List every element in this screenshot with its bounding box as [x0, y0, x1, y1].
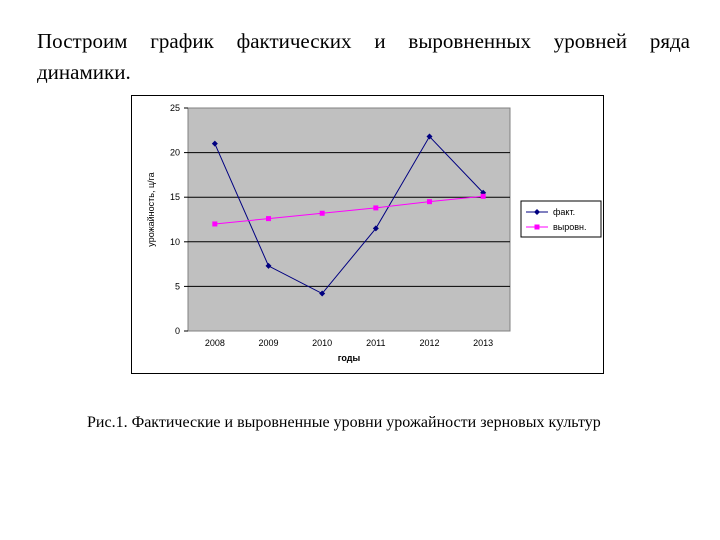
data-point: [211, 140, 218, 147]
legend-marker: [534, 224, 540, 230]
legend-marker: [534, 209, 540, 215]
data-point: [319, 290, 326, 297]
x-tick-label: 2009: [258, 338, 278, 348]
data-point: [426, 133, 433, 140]
x-tick-label: 2010: [312, 338, 332, 348]
legend-box: [520, 200, 602, 238]
y-axis-label: урожайность, ц/га: [146, 172, 156, 246]
y-tick-label: 0: [175, 326, 180, 336]
data-point: [319, 210, 325, 216]
data-point: [480, 193, 486, 199]
y-tick-label: 20: [170, 148, 180, 158]
plot-area: [187, 107, 511, 332]
x-tick-label: 2008: [205, 338, 225, 348]
x-axis-label: годы: [338, 353, 361, 363]
y-tick-label: 25: [170, 103, 180, 113]
series-line-fact: [214, 135, 484, 295]
heading-line-1: Построим график фактических и выровненны…: [37, 29, 690, 53]
x-tick-label: 2011: [366, 338, 385, 348]
line-chart: 0 5 10 15 20 25 2008 2009 2010 2011 2012 2013 годы ур…: [146, 103, 602, 363]
chart-frame: 0 5 10 15 20 25 2008 2009 2010 2011 2012 2013 годы ур…: [131, 95, 604, 374]
figure-caption: Рис.1. Фактические и выровненные уровни …: [87, 414, 601, 431]
y-tick-label: 15: [170, 192, 180, 202]
data-point: [266, 216, 271, 222]
x-tick-label: 2012: [419, 338, 439, 348]
data-point: [265, 262, 272, 269]
series-line-trend: [214, 195, 484, 225]
y-tick-label: 5: [175, 281, 180, 291]
x-tick-label: 2013: [473, 338, 493, 348]
data-point: [427, 199, 432, 205]
y-tick-label: 10: [170, 237, 180, 247]
data-point: [212, 221, 218, 227]
data-point: [373, 205, 379, 211]
data-point: [372, 225, 379, 232]
heading-line-2: динамики.: [37, 60, 131, 84]
legend-label: выровн.: [553, 222, 587, 232]
legend-label: факт.: [553, 207, 575, 217]
